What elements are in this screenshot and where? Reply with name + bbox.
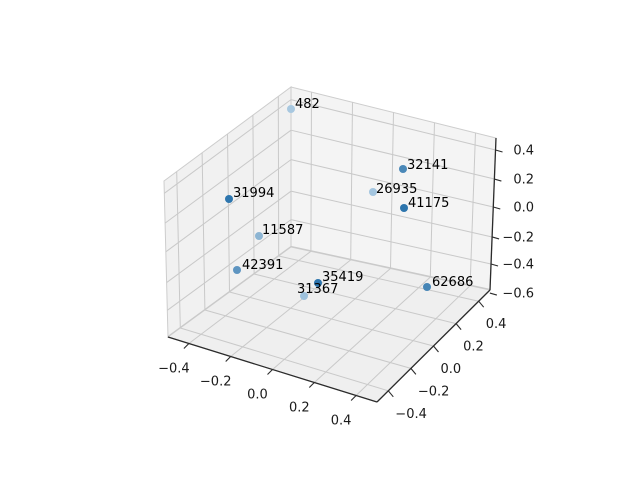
x-tick-mark [350,395,357,401]
grid-line-y-wall [227,133,230,293]
data-point [423,283,431,291]
grid-line-z-right [290,245,491,290]
grid-line-z-right [290,190,493,238]
data-point [225,195,233,203]
point-label: 482 [295,97,320,112]
grid-line-x-wall [390,112,394,269]
point-label: 11587 [262,223,303,238]
data-point [300,292,308,300]
grid-line-z-right [290,219,492,265]
grid-line-x-wall [429,122,435,278]
point-label: 32141 [407,158,448,173]
point-label: 41175 [408,196,449,211]
grid-line-z-left [165,159,292,253]
grid-line-x-wall [469,132,476,286]
grid-line-z-left [166,190,292,283]
point-label: 42391 [242,258,283,273]
x-tick-label: −0.2 [200,375,232,390]
grid-line-y-floor [253,273,457,325]
y-tick-label: −0.4 [395,407,427,422]
x-tick-mark [225,356,232,362]
z-tick-mark [494,178,502,182]
data-point [314,279,322,287]
z-tick-label: 0.0 [513,201,534,216]
x-tick-mark [183,343,190,349]
z-tick-mark [493,206,501,210]
y-tick-label: 0.4 [486,317,507,332]
point-label: 26935 [376,182,417,197]
point-label: 31367 [297,282,338,297]
x-tick-label: −0.4 [158,362,190,377]
grid-line-y-wall [201,152,206,311]
grid-line-x-wall [310,92,312,252]
x-tick-mark [308,382,315,388]
y-tick-mark [387,390,394,398]
x-tick-label: 0.4 [331,414,352,429]
data-point [399,165,407,173]
data-point [233,266,241,274]
point-label: 35419 [322,270,363,285]
x-tick-label: 0.0 [247,388,268,403]
z-tick-label: 0.2 [513,173,534,188]
z-tick-mark [490,263,499,267]
z-axis-spine [489,137,497,291]
x-tick-mark [267,369,273,375]
grid-line-y-floor [180,327,389,392]
grid-line-y-wall [176,171,181,329]
y-tick-mark [478,300,485,308]
x-tick-label: 0.2 [289,401,310,416]
z-tick-label: −0.4 [502,258,534,273]
grid-line-z-right [290,99,496,151]
grid-line-y-wall [252,115,255,275]
grid-line-x-wall [350,102,353,260]
data-point [255,232,263,240]
grid-line-y-floor [204,309,412,369]
y-tick-mark [410,368,417,375]
z-tick-label: 0.4 [513,144,534,159]
y-tick-mark [455,323,462,330]
point-label: 62686 [432,275,473,290]
y-tick-mark [433,345,439,353]
grid-line-y-floor [278,255,479,302]
grid-line-z-left [164,129,292,224]
grid-line-z-right [290,159,494,208]
data-point [369,188,377,196]
grid-line-z-left [167,245,292,337]
z-tick-label: −0.6 [502,287,534,302]
point-label: 31994 [233,186,274,201]
data-point [400,204,408,212]
y-tick-label: 0.2 [463,340,484,355]
y-tick-label: −0.2 [418,384,450,399]
grid-line-z-left [167,219,292,311]
grid-line-z-left [164,99,292,194]
z-tick-label: −0.2 [502,230,534,245]
grid-line-z-right [290,129,495,180]
z-tick-mark [489,292,498,296]
z-tick-mark [495,149,503,153]
z-tick-mark [491,236,500,240]
grid-line-y-floor [229,291,434,347]
data-point [287,105,295,113]
y-tick-label: 0.0 [441,362,462,377]
